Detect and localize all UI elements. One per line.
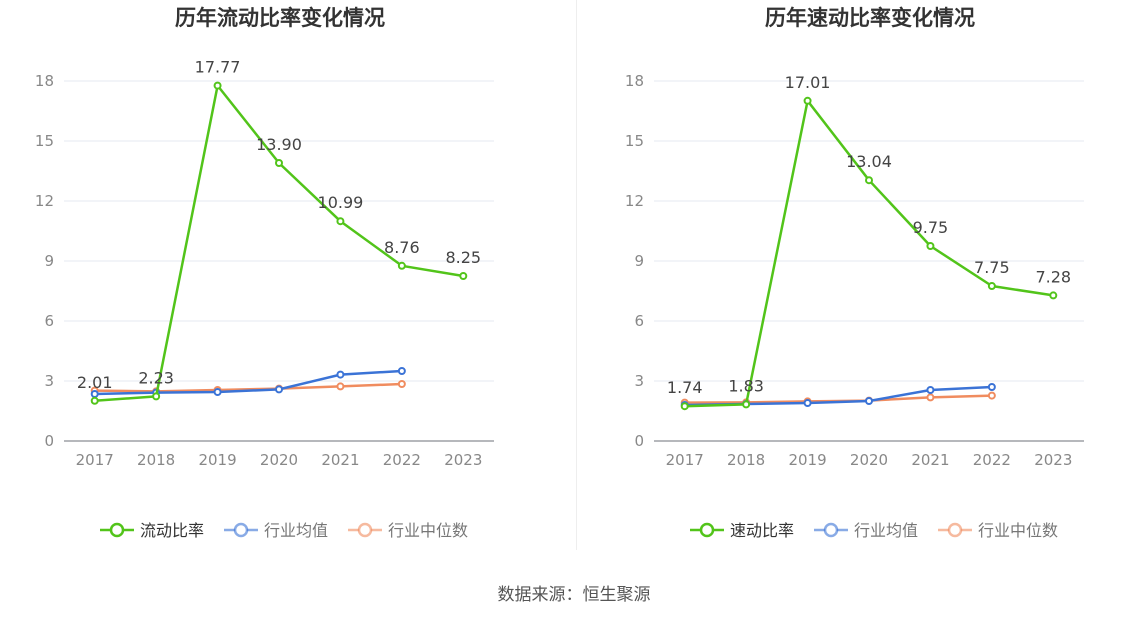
legend-marker-icon — [823, 522, 839, 538]
legend-marker-icon — [357, 522, 373, 538]
y-tick-label: 18 — [625, 72, 644, 90]
legend-marker-icon — [947, 522, 963, 538]
data-point[interactable] — [397, 380, 406, 388]
y-tick-label: 0 — [634, 432, 644, 450]
chart-title: 历年流动比率变化情况 — [175, 6, 385, 30]
y-tick-label: 9 — [44, 252, 54, 270]
data-label: 13.04 — [846, 152, 892, 171]
data-label: 8.76 — [384, 238, 420, 257]
data-point[interactable] — [680, 402, 689, 411]
legend-item-3[interactable]: 行业中位数 — [938, 521, 1058, 540]
y-tick-label: 12 — [625, 192, 644, 210]
x-tick-label: 2017 — [666, 451, 704, 469]
data-label: 17.01 — [785, 73, 831, 92]
data-point[interactable] — [742, 400, 751, 409]
y-tick-label: 3 — [44, 372, 54, 390]
x-tick-label: 2018 — [727, 451, 765, 469]
x-tick-label: 2019 — [788, 451, 826, 469]
x-tick-label: 2023 — [444, 451, 482, 469]
data-label: 2.01 — [77, 373, 113, 392]
chart-title: 历年速动比率变化情况 — [765, 6, 975, 30]
x-tick-label: 2019 — [198, 451, 236, 469]
data-point[interactable] — [213, 388, 222, 396]
data-point[interactable] — [152, 392, 161, 401]
data-point[interactable] — [275, 159, 283, 167]
data-label: 8.25 — [445, 248, 481, 267]
chart-panel-2: 历年速动比率变化情况 0 3 6 9 12 15 18 2017 2018 2019 2020 2021… — [625, 6, 1084, 540]
data-point[interactable] — [90, 396, 99, 405]
data-point[interactable] — [987, 282, 996, 290]
legend-label: 行业均值 — [854, 521, 918, 540]
series-line-2 — [94, 369, 402, 396]
legend-item-1[interactable]: 速动比率 — [690, 521, 794, 540]
panel-divider — [576, 0, 577, 550]
x-tick-label: 2022 — [383, 451, 421, 469]
data-point[interactable] — [336, 217, 345, 226]
y-tick-label: 15 — [625, 132, 644, 150]
chart-panel-1: 历年流动比率变化情况 0 3 6 9 12 15 18 2017 2018 2019 2020 2021… — [35, 6, 494, 540]
data-point[interactable] — [213, 81, 222, 90]
data-point[interactable] — [397, 367, 406, 375]
data-point[interactable] — [90, 390, 99, 398]
x-tick-label: 2017 — [76, 451, 114, 469]
data-label: 17.77 — [195, 58, 241, 77]
data-point[interactable] — [926, 242, 935, 250]
data-point[interactable] — [987, 391, 996, 400]
y-tick-label: 3 — [634, 372, 644, 390]
data-label: 10.99 — [318, 193, 364, 212]
legend-marker-icon — [699, 522, 715, 538]
data-label: 9.75 — [913, 218, 949, 237]
legend-item-1[interactable]: 流动比率 — [100, 521, 204, 540]
y-tick-label: 12 — [35, 192, 54, 210]
data-label: 7.75 — [974, 258, 1010, 277]
data-point[interactable] — [926, 386, 935, 394]
data-point[interactable] — [987, 383, 996, 391]
legend-label: 行业中位数 — [978, 521, 1058, 540]
data-label: 1.74 — [667, 378, 703, 397]
data-point[interactable] — [275, 385, 283, 394]
data-point[interactable] — [926, 393, 935, 402]
y-tick-label: 6 — [44, 312, 54, 330]
data-label: 13.90 — [256, 135, 302, 154]
data-label: 2.23 — [138, 368, 174, 387]
x-tick-label: 2020 — [850, 451, 888, 469]
data-point[interactable] — [397, 261, 406, 270]
data-point[interactable] — [865, 176, 873, 185]
data-source-note: 数据来源：恒生聚源 — [497, 585, 651, 605]
data-point[interactable] — [1049, 291, 1058, 300]
data-point[interactable] — [336, 382, 345, 391]
x-tick-label: 2021 — [321, 451, 359, 469]
data-point[interactable] — [803, 399, 812, 407]
y-tick-label: 0 — [44, 432, 54, 450]
data-point[interactable] — [803, 96, 812, 105]
data-point[interactable] — [865, 397, 873, 405]
series-line-3 — [94, 382, 402, 393]
y-tick-label: 9 — [634, 252, 644, 270]
data-point[interactable] — [459, 272, 468, 280]
x-tick-label: 2022 — [973, 451, 1011, 469]
legend-label: 行业中位数 — [388, 521, 468, 540]
legend-marker-icon — [109, 522, 125, 538]
legend-label: 速动比率 — [730, 521, 794, 540]
legend-label: 行业均值 — [264, 521, 328, 540]
data-label: 1.83 — [728, 376, 764, 395]
legend-item-3[interactable]: 行业中位数 — [348, 521, 468, 540]
legend-item-2[interactable]: 行业均值 — [814, 521, 918, 540]
legend-marker-icon — [233, 522, 249, 538]
data-point[interactable] — [336, 370, 345, 379]
y-tick-label: 15 — [35, 132, 54, 150]
x-tick-label: 2018 — [137, 451, 175, 469]
x-tick-label: 2023 — [1034, 451, 1072, 469]
y-tick-label: 18 — [35, 72, 54, 90]
x-tick-label: 2021 — [911, 451, 949, 469]
charts-canvas: 历年流动比率变化情况 0 3 6 9 12 15 18 2017 2018 2019 2020 2021… — [35, 6, 1084, 540]
legend-label: 流动比率 — [140, 521, 204, 540]
series-line-1 — [684, 99, 1054, 408]
legend-item-2[interactable]: 行业均值 — [224, 521, 328, 540]
y-tick-label: 6 — [634, 312, 644, 330]
data-label: 7.28 — [1035, 267, 1071, 286]
x-tick-label: 2020 — [260, 451, 298, 469]
